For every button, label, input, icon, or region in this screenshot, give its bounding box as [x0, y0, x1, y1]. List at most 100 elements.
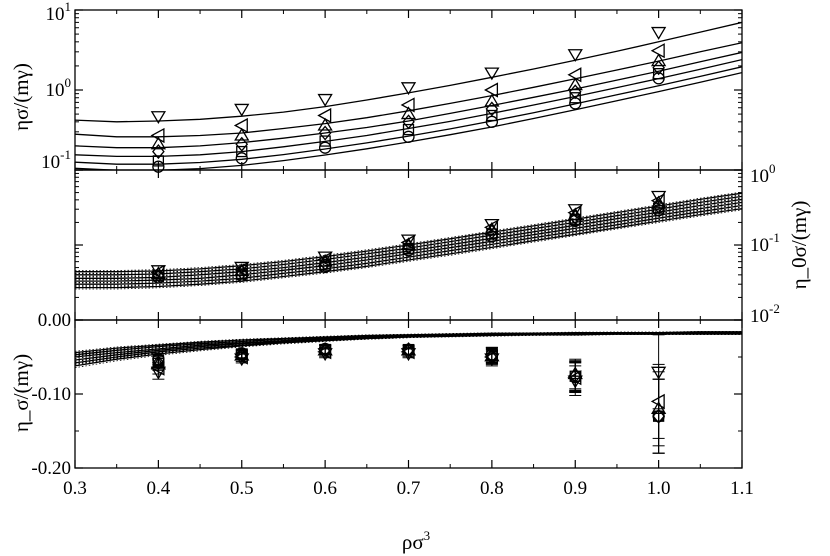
top-point-triangle-up [650, 53, 667, 67]
top-point-square [652, 68, 665, 80]
x-tick-label: 0.4 [147, 478, 171, 499]
top-point-circle [235, 152, 248, 165]
bottom-point-circle [485, 348, 499, 361]
top-y-tick-label-exp: 0 [65, 75, 72, 90]
middle-fit-band [75, 191, 742, 271]
top-point-circle [652, 72, 665, 85]
top-point-square [236, 145, 248, 158]
top-point-circle [318, 141, 332, 154]
middle-point-triangle-up [650, 195, 667, 209]
bottom-plot-area [75, 330, 742, 369]
top-point-triangle-down [234, 103, 250, 117]
middle-y-tick-label-base: 10 [750, 235, 769, 256]
bottom-point-diamond [402, 342, 415, 358]
middle-fit-band [75, 197, 742, 277]
top-point-square [152, 155, 165, 167]
bottom-point-circle [402, 343, 415, 356]
top-y-tick-label-base: 10 [46, 80, 65, 101]
top-point-triangle-down [150, 111, 167, 125]
top-point-triangle-up [234, 127, 250, 141]
top-point-diamond [235, 136, 249, 152]
middle-fit-band [75, 206, 742, 287]
middle-y-axis-label: η_0σ/(mγ) [787, 201, 811, 290]
middle-y-tick-label: 10-2 [750, 301, 780, 327]
top-y-tick-label-base: 10 [46, 4, 65, 25]
top-point-square [486, 109, 498, 122]
bottom-fit-band [75, 332, 742, 359]
middle-point-circle [235, 269, 248, 282]
top-point-triangle-left [567, 67, 582, 83]
top-y-tick-label: 10-1 [41, 147, 71, 173]
middle-point-triangle-down [650, 190, 667, 204]
middle-y-tick-label-base: 10 [750, 166, 769, 187]
top-point-triangle-up [150, 136, 167, 150]
middle-point-circle [402, 244, 415, 257]
top-y-tick-label: 101 [46, 0, 72, 25]
top-point-diamond [485, 101, 499, 117]
bottom-point-circle [318, 342, 332, 356]
bottom-point-circle [235, 347, 248, 360]
top-point-square [402, 123, 415, 136]
top-point-circle [485, 115, 499, 128]
top-point-triangle-up [400, 106, 417, 120]
bottom-point-circle [569, 370, 582, 384]
top-y-axis-label: ησ/(mγ) [9, 63, 33, 131]
middle-fit-curve [75, 204, 742, 285]
top-point-triangle-up [484, 93, 500, 107]
x-tick-label: 0.7 [397, 478, 421, 499]
bottom-y-tick-label: -0.20 [31, 458, 71, 479]
top-point-diamond [402, 114, 415, 130]
top-y-tick-label-base: 10 [41, 152, 60, 173]
bottom-y-axis-label: η_σ/(mγ) [9, 354, 33, 432]
x-tick-label: 1.1 [730, 478, 754, 499]
x-axis-label-base: ρσ [402, 530, 424, 554]
top-y-tick-label: 100 [46, 75, 72, 101]
bottom-point-circle [652, 410, 665, 423]
middle-fit-band [75, 194, 742, 274]
middle-point-circle [318, 260, 332, 274]
top-point-circle [402, 130, 415, 143]
x-axis-label-exp: 3 [424, 528, 431, 543]
bottom-fit-band [75, 333, 742, 365]
top-point-triangle-down [317, 93, 333, 107]
middle-y-tick-label-exp: 0 [769, 161, 776, 176]
bottom-point-triangle-up [234, 347, 250, 361]
middle-point-circle [152, 271, 165, 284]
bottom-point-diamond [318, 342, 332, 358]
top-point-triangle-down [650, 26, 667, 40]
top-point-triangle-up [317, 117, 333, 131]
top-fit-curve [75, 51, 742, 149]
x-tick-label: 0.9 [563, 478, 587, 499]
top-point-square [569, 92, 581, 104]
top-fit-curve [75, 66, 742, 165]
top-point-triangle-left [650, 43, 665, 59]
top-point-diamond [652, 60, 665, 76]
middle-fit-band [75, 209, 742, 290]
top-point-triangle-left [150, 127, 165, 144]
top-point-triangle-down [567, 49, 583, 63]
bottom-y-tick-label: 0.00 [38, 310, 71, 331]
middle-y-tick-label-exp: -2 [769, 301, 780, 316]
top-point-square [319, 135, 331, 147]
x-tick-label: 1.0 [647, 478, 671, 499]
bottom-fit-curve [75, 331, 742, 354]
middle-point-circle [485, 230, 499, 243]
top-point-circle [569, 97, 582, 110]
top-y-tick-label-exp: -1 [60, 147, 71, 162]
middle-fit-curve [75, 198, 742, 279]
bottom-y-tick-label: -0.10 [31, 384, 71, 405]
middle-point-circle [652, 204, 665, 217]
top-point-triangle-up [567, 77, 583, 91]
top-fit-curve [75, 42, 742, 138]
panel-bottom: 0.00 -0.10 -0.200.3 0.4 0.5 0.6 0.7 0.8 0.9 1.0 1.… [31, 310, 753, 499]
x-tick-label: 0.5 [230, 478, 254, 499]
top-point-triangle-down [400, 82, 417, 96]
x-axis-label: ρσ3 [402, 528, 430, 554]
middle-fit-curve [75, 207, 742, 289]
middle-point-circle [569, 214, 582, 227]
middle-fit-curve [75, 195, 742, 276]
middle-y-tick-label: 10-1 [750, 230, 780, 256]
